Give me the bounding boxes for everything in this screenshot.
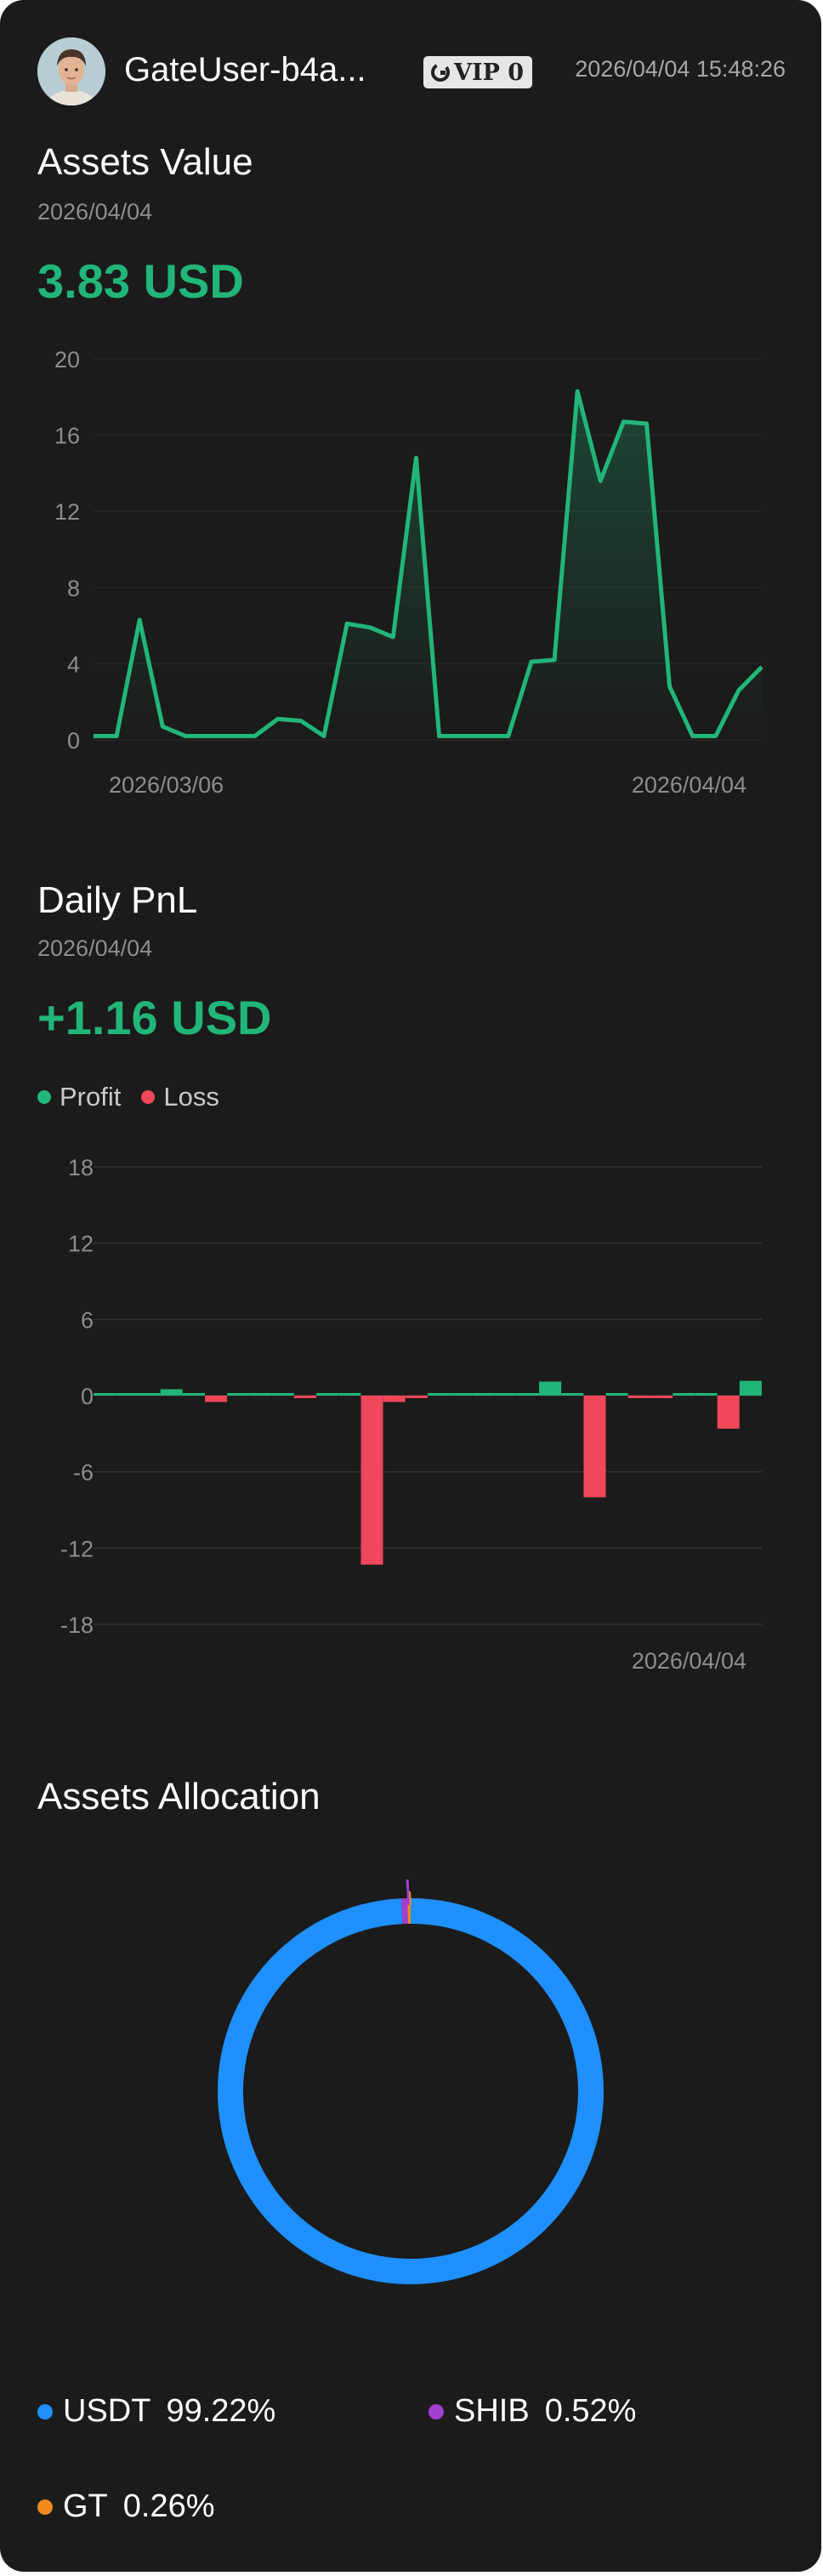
pnl-bar — [116, 1393, 139, 1396]
pnl-bar — [227, 1393, 250, 1396]
pnl-bar — [360, 1396, 383, 1565]
pnl-bar — [160, 1389, 183, 1396]
assets-value-amount: 3.83 USD — [37, 254, 244, 308]
legend-profit: Profit — [37, 1082, 121, 1112]
allocation-donut-chart — [218, 1879, 604, 2284]
y-tick-label: 0 — [67, 728, 80, 753]
y-tick-label: 12 — [68, 1231, 94, 1257]
assets-area-fill — [94, 391, 762, 740]
daily-pnl-chart: 18 12 6 0 -6 -12 -18 2026/04/04 — [60, 1155, 762, 1674]
pnl-bar — [205, 1396, 228, 1402]
pnl-bar — [583, 1396, 606, 1498]
y-tick-label: 8 — [67, 576, 80, 601]
allocation-percent: 0.52% — [544, 2393, 637, 2429]
pnl-bar — [316, 1393, 339, 1396]
shib-slice-marker — [406, 1879, 411, 1906]
vip-badge: VIP 0 — [423, 56, 533, 88]
allocation-item-shib: SHIB 0.52% — [429, 2393, 636, 2430]
pnl-bar — [383, 1396, 406, 1402]
x-tick-label: 2026/04/04 — [632, 772, 746, 798]
pnl-bar — [673, 1393, 695, 1396]
pnl-bar — [405, 1396, 428, 1398]
pnl-bar — [516, 1393, 539, 1396]
user-header: GateUser-b4a... VIP 0 2026/04/04 15:48:2… — [37, 37, 786, 105]
x-tick-label: 2026/04/04 — [632, 1648, 746, 1674]
pnl-bar — [94, 1393, 116, 1396]
y-tick-label: 6 — [81, 1307, 94, 1333]
username: GateUser-b4a... — [124, 51, 366, 88]
pnl-bar — [338, 1393, 361, 1396]
allocation-name: SHIB — [454, 2393, 530, 2429]
pnl-bar — [494, 1393, 517, 1396]
pnl-bar — [138, 1393, 161, 1396]
pnl-legend: Profit Loss — [37, 1082, 240, 1112]
y-tick-label: 18 — [68, 1155, 94, 1180]
allocation-name: GT — [63, 2488, 108, 2524]
y-tick-label: 4 — [67, 651, 80, 677]
allocation-name: USDT — [63, 2393, 151, 2429]
allocation-item-gt: GT 0.26% — [37, 2488, 215, 2525]
pnl-bar — [450, 1393, 473, 1396]
pnl-bar — [739, 1380, 762, 1396]
assets-series-line — [94, 389, 763, 739]
pnl-bar — [249, 1393, 272, 1396]
pnl-bar — [695, 1393, 718, 1396]
avatar — [37, 37, 105, 105]
pnl-bar — [293, 1396, 316, 1398]
pnl-bar — [561, 1393, 584, 1396]
pnl-bar — [605, 1393, 628, 1396]
shib-dot-icon — [429, 2403, 444, 2420]
assets-value-date: 2026/04/04 — [37, 199, 153, 225]
y-tick-label: 16 — [54, 424, 80, 449]
daily-pnl-title: Daily PnL — [37, 879, 198, 921]
usdt-dot-icon — [37, 2403, 53, 2420]
pnl-bar — [472, 1393, 495, 1396]
daily-pnl-date: 2026/04/04 — [37, 935, 153, 961]
pnl-bar — [182, 1393, 205, 1396]
pnl-bar — [627, 1396, 650, 1398]
legend-loss: Loss — [141, 1082, 219, 1112]
x-tick-label: 2026/03/06 — [109, 772, 224, 798]
profit-dot-icon — [37, 1090, 51, 1104]
pnl-bar — [650, 1396, 673, 1398]
daily-pnl-amount: +1.16 USD — [37, 991, 272, 1044]
pnl-bar — [428, 1393, 451, 1396]
y-tick-label: 20 — [54, 347, 80, 372]
y-tick-label: 0 — [81, 1384, 94, 1409]
legend-loss-label: Loss — [163, 1082, 219, 1112]
allocation-percent: 0.26% — [122, 2488, 215, 2524]
pnl-bar — [271, 1393, 294, 1396]
assets-value-title: Assets Value — [37, 141, 253, 183]
allocation-item-usdt: USDT 99.22% — [37, 2393, 275, 2430]
vip-label: VIP 0 — [454, 59, 525, 86]
gt-slice-marker — [409, 1891, 412, 1906]
y-tick-label: -12 — [60, 1536, 94, 1561]
allocation-percent: 99.22% — [166, 2393, 276, 2429]
legend-profit-label: Profit — [60, 1082, 122, 1112]
pie-slice-usdt — [218, 1898, 604, 2284]
gt-dot-icon — [37, 2499, 53, 2515]
avatar-image — [37, 37, 105, 105]
y-tick-label: 12 — [54, 499, 80, 525]
assets-value-chart: 0 4 8 12 16 20 2026/03/06 2026/04/04 — [54, 347, 763, 798]
vip-logo-icon — [431, 63, 450, 82]
pnl-bar — [539, 1381, 562, 1396]
snapshot-timestamp: 2026/04/04 15:48:26 — [575, 56, 786, 82]
y-tick-label: -18 — [60, 1612, 94, 1638]
y-tick-label: -6 — [73, 1460, 94, 1486]
loss-dot-icon — [141, 1090, 156, 1104]
allocation-title: Assets Allocation — [37, 1776, 321, 1817]
pnl-bar — [717, 1396, 740, 1429]
